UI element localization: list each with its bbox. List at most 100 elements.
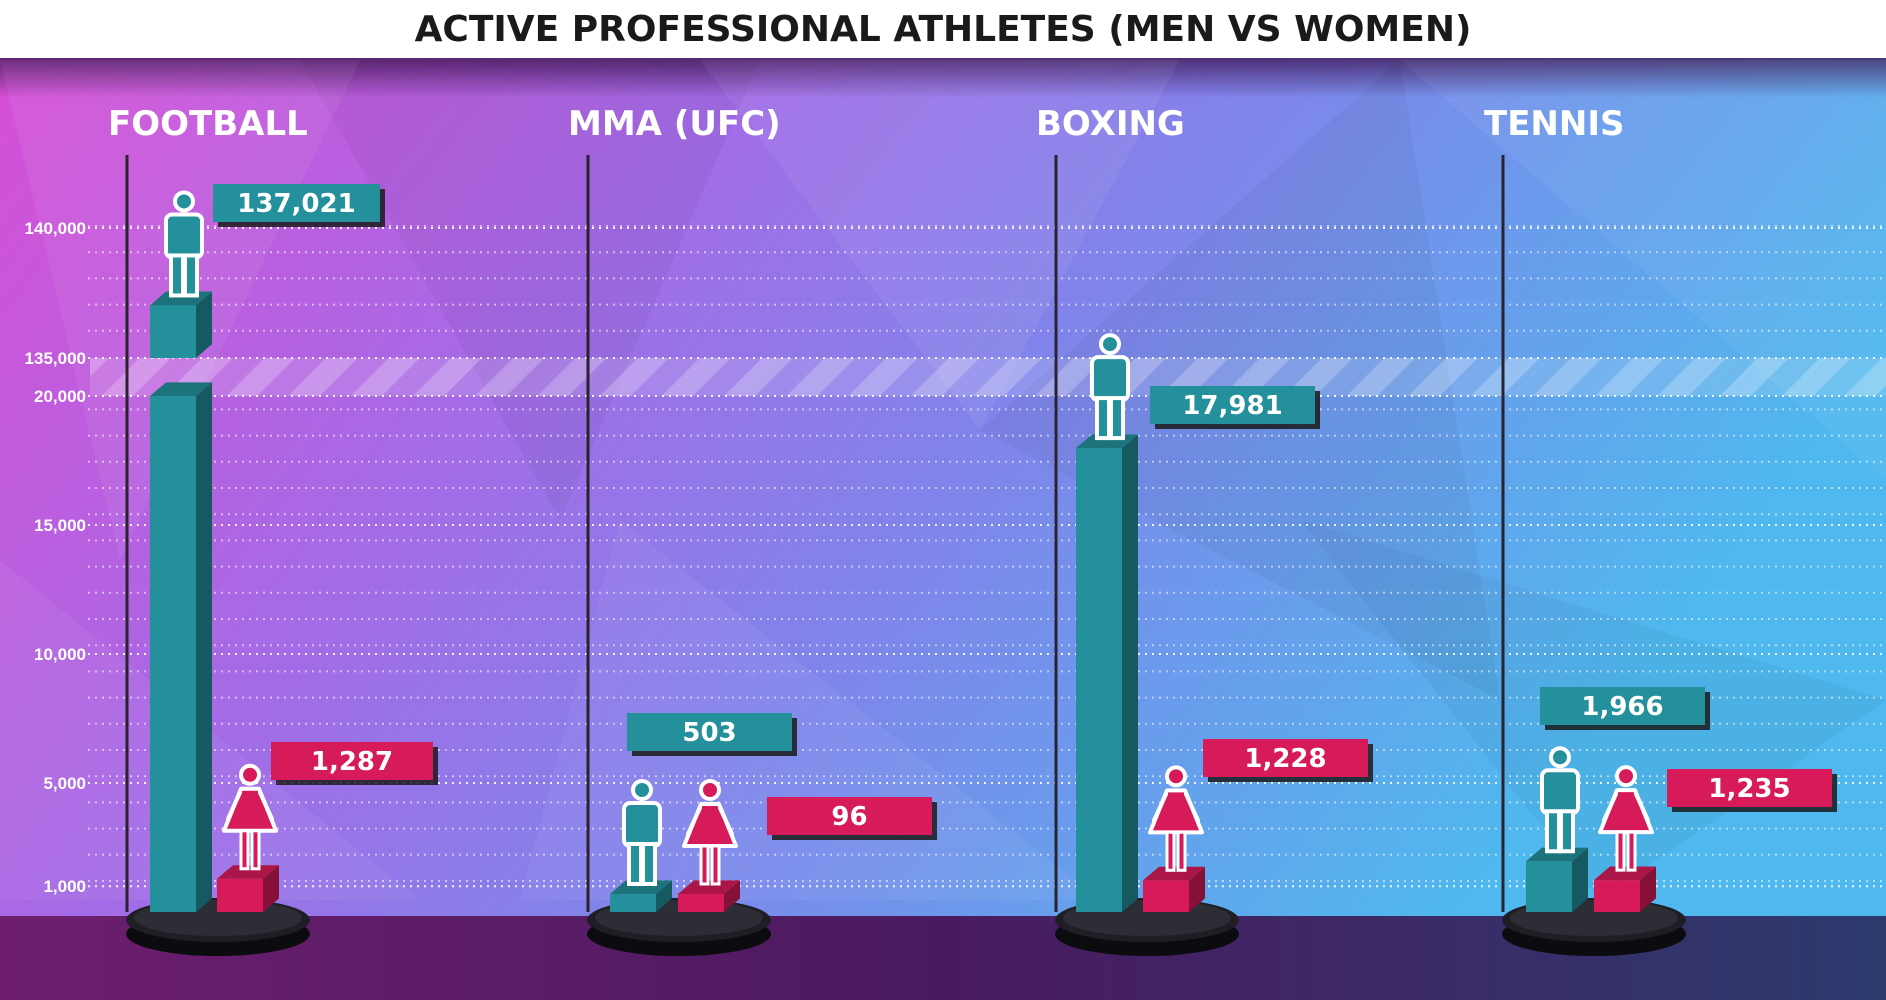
category-label: TENNIS xyxy=(1484,104,1624,144)
woman-icon-head xyxy=(1615,765,1637,788)
bar-women xyxy=(678,894,724,912)
woman-icon-leg xyxy=(1615,830,1626,872)
bar-women-side xyxy=(724,880,740,912)
woman-icon-arm xyxy=(1152,792,1168,823)
woman-icon xyxy=(1598,765,1654,872)
woman-icon-arm xyxy=(686,806,702,836)
woman-icon-head xyxy=(239,763,261,786)
man-icon-torso xyxy=(622,801,662,848)
category-group: BOXING 17,981 1,228 xyxy=(1036,104,1373,956)
data-label-women-box xyxy=(271,742,433,780)
data-label-women-label: 1,235 xyxy=(1708,774,1790,804)
data-label-men-box xyxy=(1150,386,1315,424)
data-label-men-label: 17,981 xyxy=(1182,391,1282,421)
woman-icon-leg xyxy=(1626,830,1637,872)
bar-women xyxy=(1594,880,1640,912)
y-tick-label: 15,000 xyxy=(34,516,86,535)
woman-icon-arm xyxy=(718,806,734,836)
woman-icon-leg xyxy=(1165,830,1176,872)
data-label-women-box xyxy=(1667,769,1832,807)
woman-icon-arm xyxy=(258,790,274,821)
category-label: FOOTBALL xyxy=(108,104,308,144)
bar-women-top xyxy=(1594,866,1656,881)
data-label-women-box xyxy=(1203,739,1368,777)
man-icon-head xyxy=(173,190,195,213)
man-icon-leg xyxy=(1545,809,1561,854)
bar-women xyxy=(1143,880,1189,912)
y-tick-label: 20,000 xyxy=(34,387,86,406)
man-icon-torso xyxy=(1540,768,1580,816)
bar-men xyxy=(150,396,196,912)
bar-men-side xyxy=(656,880,672,912)
bar-women-top xyxy=(678,880,740,894)
bar-men-top xyxy=(150,382,212,396)
data-label-women-box xyxy=(767,797,932,835)
man-icon-leg xyxy=(1095,396,1111,441)
y-tick-label: 5,000 xyxy=(43,774,86,793)
woman-icon-leg xyxy=(710,844,721,886)
data-label-women-label: 96 xyxy=(831,802,867,832)
category-label: BOXING xyxy=(1036,104,1185,144)
category-label: MMA (UFC) xyxy=(568,104,781,144)
woman-icon-leg xyxy=(1176,830,1187,872)
y-tick-label: 140,000 xyxy=(25,219,86,238)
woman-icon-arm xyxy=(1634,792,1650,823)
bar-men xyxy=(1526,861,1572,912)
woman-icon xyxy=(222,763,278,871)
man-icon-head xyxy=(1099,333,1121,356)
data-label-men-box xyxy=(627,713,792,751)
woman-icon-leg xyxy=(250,829,261,871)
bar-men xyxy=(1076,448,1122,912)
man-icon-torso xyxy=(1090,355,1130,403)
bar-women-top xyxy=(217,865,279,879)
woman-icon xyxy=(682,779,738,886)
man-icon-leg xyxy=(641,842,657,886)
y-tick-label: 1,000 xyxy=(43,877,86,896)
bar-women-top xyxy=(1143,866,1205,881)
man-icon xyxy=(164,190,204,298)
woman-icon-leg xyxy=(239,829,250,871)
chart-title: ACTIVE PROFESSIONAL ATHLETES (MEN VS WOM… xyxy=(415,9,1472,50)
category-group: MMA (UFC) 503 96 xyxy=(568,104,937,956)
man-icon xyxy=(622,779,662,886)
category-group: TENNIS 1,966 1,235 xyxy=(1484,104,1837,956)
man-icon-head xyxy=(631,779,653,801)
woman-icon-leg xyxy=(699,844,710,886)
man-icon-leg xyxy=(1109,396,1125,441)
y-tick-label: 135,000 xyxy=(25,349,86,368)
bar-women-side xyxy=(1189,866,1205,912)
man-icon-head xyxy=(1549,746,1571,769)
man-icon-leg xyxy=(169,253,185,298)
data-label-women-label: 1,287 xyxy=(311,747,393,777)
woman-icon-head xyxy=(1165,765,1187,788)
bar-men xyxy=(610,894,656,912)
bar-men-upper xyxy=(150,305,196,358)
bar-women xyxy=(217,878,263,912)
data-label-men-label: 1,966 xyxy=(1581,692,1663,722)
axis-break-hatch xyxy=(90,358,1886,396)
data-label-men-box xyxy=(1540,687,1705,725)
bar-men-side xyxy=(196,382,212,912)
data-label-men-box xyxy=(213,184,380,222)
data-label-men-label: 503 xyxy=(682,718,736,748)
category-group: FOOTBALL 137,021 1,287 xyxy=(108,104,438,956)
man-icon-torso xyxy=(164,212,204,260)
data-label-women-label: 1,228 xyxy=(1244,744,1326,774)
woman-icon xyxy=(1148,765,1204,872)
woman-icon-head xyxy=(699,779,721,801)
data-label-men-label: 137,021 xyxy=(237,189,355,219)
axis-break-band xyxy=(90,358,1886,396)
man-icon-leg xyxy=(183,253,199,298)
man-icon xyxy=(1090,333,1130,441)
bar-men-upper-side xyxy=(196,291,212,358)
woman-icon-arm xyxy=(226,790,242,821)
man-icon-leg xyxy=(627,842,643,886)
title-bar xyxy=(0,0,1886,60)
bar-men-side xyxy=(1122,434,1138,912)
man-icon-leg xyxy=(1559,809,1575,854)
woman-icon-arm xyxy=(1184,792,1200,823)
woman-icon-arm xyxy=(1602,792,1618,823)
bar-men-side xyxy=(1572,847,1588,912)
